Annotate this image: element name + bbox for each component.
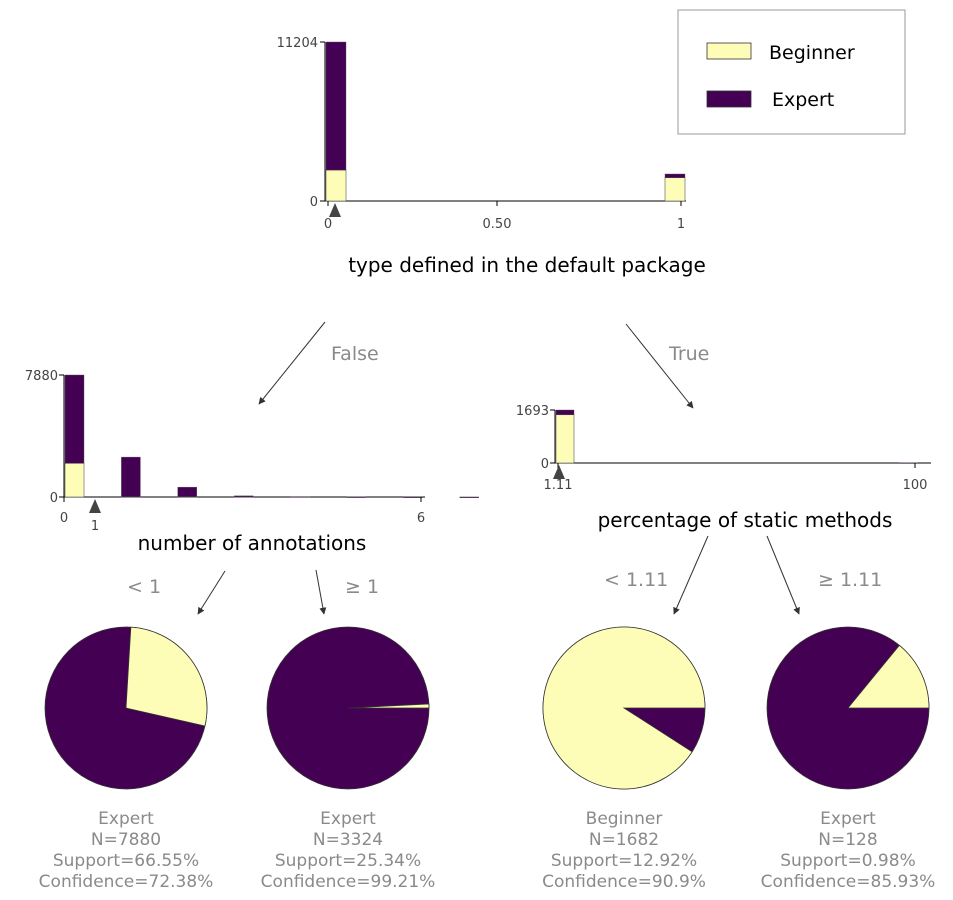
x-tick-label: 0 — [324, 217, 332, 232]
left-histogram: 0 7880 0 6 1 — [25, 369, 479, 534]
edge-arrow-leaf-3 — [767, 536, 799, 614]
x-tick-label: 0 — [60, 511, 68, 526]
leaf-node-0: ExpertN=7880Support=66.55%Confidence=72.… — [39, 627, 214, 892]
leaf-confidence: Confidence=90.9% — [542, 872, 706, 892]
split-marker-label: 1 — [91, 519, 99, 534]
leaf-confidence: Confidence=99.21% — [261, 872, 436, 892]
edge-arrow-leaf-2 — [674, 536, 708, 614]
right-histogram: 0 1693 1.11 100 — [516, 404, 931, 493]
leaf-nodes: ExpertN=7880Support=66.55%Confidence=72.… — [39, 627, 936, 892]
y-tick-label: 0 — [50, 491, 58, 506]
leaf-class: Beginner — [586, 809, 663, 829]
y-tick-label: 0 — [541, 457, 549, 472]
leaf-support: Support=66.55% — [53, 851, 199, 871]
edge-arrow-false — [259, 322, 325, 404]
leaf-support: Support=0.98% — [780, 851, 915, 871]
edge-arrow-true — [626, 324, 693, 408]
bar-expert — [460, 497, 479, 498]
leaf-class: Expert — [820, 809, 876, 829]
leaf-count: N=7880 — [91, 830, 161, 850]
legend-frame — [678, 10, 905, 134]
bar-expert — [556, 410, 574, 415]
bar-expert — [326, 42, 346, 170]
edge-label-true: True — [668, 343, 709, 365]
root-histogram: 0 11204 0 0.50 1 — [277, 36, 686, 232]
leaf-node-1: ExpertN=3324Support=25.34%Confidence=99.… — [261, 627, 436, 892]
legend-swatch-beginner — [707, 43, 751, 59]
leaf-confidence: Confidence=85.93% — [761, 872, 936, 892]
edge-arrow-leaf-1 — [316, 570, 324, 614]
x-tick-label: 1.11 — [544, 478, 573, 493]
edge-label-leaf-2: < 1.11 — [604, 569, 668, 591]
bar-expert — [121, 457, 140, 497]
edge-label-leaf-0: < 1 — [127, 576, 161, 598]
bar-beginner — [665, 178, 685, 201]
edge-label-leaf-3: ≥ 1.11 — [818, 569, 882, 591]
y-tick-label: 11204 — [277, 36, 318, 51]
leaf-confidence: Confidence=72.38% — [39, 872, 214, 892]
bar-expert — [665, 174, 685, 178]
edge-label-false: False — [331, 343, 379, 365]
legend-swatch-expert — [707, 91, 751, 107]
leaf-node-2: BeginnerN=1682Support=12.92%Confidence=9… — [542, 627, 706, 892]
leaf-count: N=3324 — [313, 830, 383, 850]
bar-beginner — [326, 170, 346, 201]
y-tick-label: 7880 — [25, 369, 58, 384]
split-marker — [89, 499, 101, 513]
x-tick-label: 0.50 — [483, 217, 512, 232]
split-marker — [553, 465, 565, 479]
root-feature-label: type defined in the default package — [348, 253, 706, 277]
edge-arrow-leaf-0 — [198, 571, 225, 614]
leaf-support: Support=12.92% — [551, 851, 697, 871]
bar-expert — [291, 497, 310, 498]
split-marker — [329, 203, 341, 217]
right-feature-label: percentage of static methods — [598, 508, 893, 532]
edge-label-leaf-1: ≥ 1 — [345, 576, 379, 598]
legend-label-beginner: Beginner — [769, 42, 855, 64]
pie-beginner-slice — [543, 627, 705, 789]
bar-beginner — [556, 415, 574, 463]
bar-expert — [347, 497, 366, 498]
leaf-class: Expert — [320, 809, 376, 829]
x-tick-label: 1 — [677, 217, 685, 232]
x-tick-label: 100 — [903, 478, 928, 493]
left-feature-label: number of annotations — [138, 531, 367, 555]
bar-expert — [65, 375, 84, 463]
y-tick-label: 1693 — [516, 404, 549, 419]
x-tick-label: 6 — [417, 511, 425, 526]
leaf-count: N=1682 — [589, 830, 659, 850]
leaf-support: Support=25.34% — [275, 851, 421, 871]
bar-expert — [178, 487, 197, 497]
leaf-node-3: ExpertN=128Support=0.98%Confidence=85.93… — [761, 627, 936, 892]
leaf-count: N=128 — [818, 830, 877, 850]
y-tick-label: 0 — [310, 195, 318, 210]
legend: Beginner Expert — [678, 10, 905, 134]
bar-beginner — [65, 463, 84, 497]
legend-label-expert: Expert — [772, 89, 834, 111]
bar-expert — [234, 496, 253, 497]
leaf-class: Expert — [98, 809, 154, 829]
bar-expert — [403, 497, 422, 498]
